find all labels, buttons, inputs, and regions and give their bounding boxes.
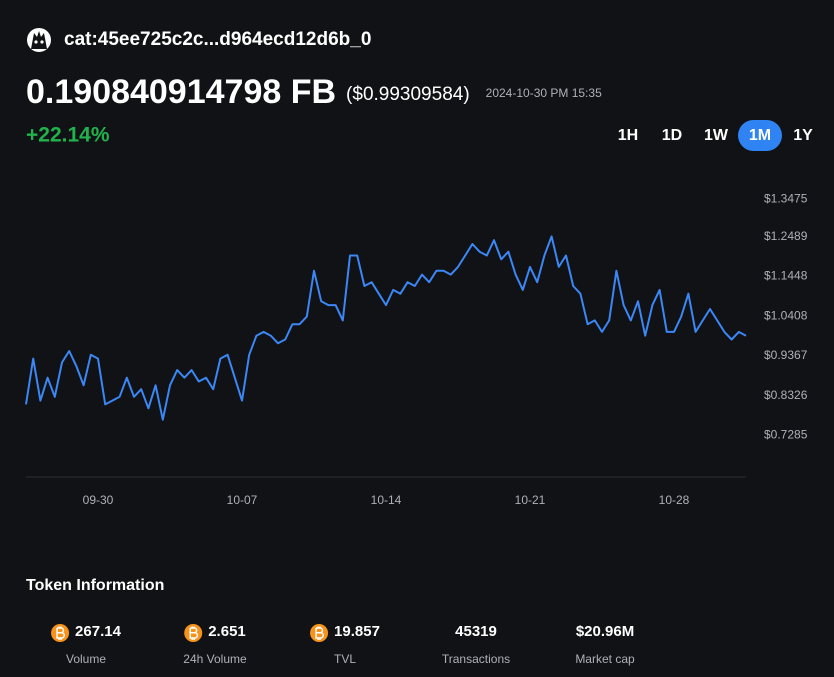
token-name: cat:45ee725c2c...d964ecd12d6b_0 <box>64 29 371 50</box>
y-tick-label: $1.3475 <box>764 191 808 205</box>
stat: $20.96M Market cap <box>575 623 635 666</box>
coin-glyph <box>315 626 324 640</box>
range-button[interactable]: 1M <box>738 120 782 151</box>
stat: 45319 Transactions <box>442 623 510 666</box>
range-label: 1W <box>704 127 729 144</box>
range-label: 1D <box>662 127 682 144</box>
x-tick-label: 09-30 <box>83 493 114 507</box>
price-change: +22.14% <box>26 124 110 147</box>
range-label: 1Y <box>793 127 813 144</box>
stat-value: 19.857 <box>334 623 380 640</box>
range-button[interactable]: 1W <box>704 127 729 144</box>
y-tick-label: $0.9367 <box>764 348 808 362</box>
price: 0.190840914798 FB <box>26 73 336 111</box>
active-pill <box>738 120 782 151</box>
usd-price: ($0.99309584) <box>346 84 470 105</box>
range-button[interactable]: 1D <box>662 127 682 144</box>
y-tick-label: $1.2489 <box>764 229 808 243</box>
stat: 2.651 24h Volume <box>183 623 247 666</box>
stat-value: 45319 <box>455 623 497 640</box>
x-tick-label: 10-14 <box>371 493 402 507</box>
range-button[interactable]: 1Y <box>793 127 813 144</box>
x-tick-label: 10-21 <box>515 493 546 507</box>
stat: 267.14 Volume <box>51 623 122 666</box>
y-tick-label: $0.8326 <box>764 388 808 402</box>
y-tick-label: $1.0408 <box>764 308 808 322</box>
range-button[interactable]: 1H <box>618 127 638 144</box>
price-line <box>25 235 747 421</box>
stat: 19.857 TVL <box>310 623 380 666</box>
stat-value: 2.651 <box>208 623 246 640</box>
range-label: 1H <box>618 127 638 144</box>
stat-label: Market cap <box>575 652 635 666</box>
timestamp: 2024-10-30 PM 15:35 <box>486 86 602 100</box>
stat-value: $20.96M <box>576 623 634 640</box>
stat-label: TVL <box>334 652 356 666</box>
token-logo <box>27 28 51 52</box>
coin-glyph <box>56 626 65 640</box>
stat-value: 267.14 <box>75 623 122 640</box>
x-tick-label: 10-28 <box>659 493 690 507</box>
y-tick-label: $1.1448 <box>764 269 808 283</box>
coin-glyph <box>189 626 199 640</box>
stat-label: Transactions <box>442 652 510 666</box>
section-title: Token Information <box>26 577 164 594</box>
stat-label: Volume <box>66 652 106 666</box>
range-label: 1M <box>749 127 771 144</box>
y-tick-label: $0.7285 <box>764 428 808 442</box>
stat-label: 24h Volume <box>183 652 247 666</box>
x-tick-label: 10-07 <box>227 493 258 507</box>
